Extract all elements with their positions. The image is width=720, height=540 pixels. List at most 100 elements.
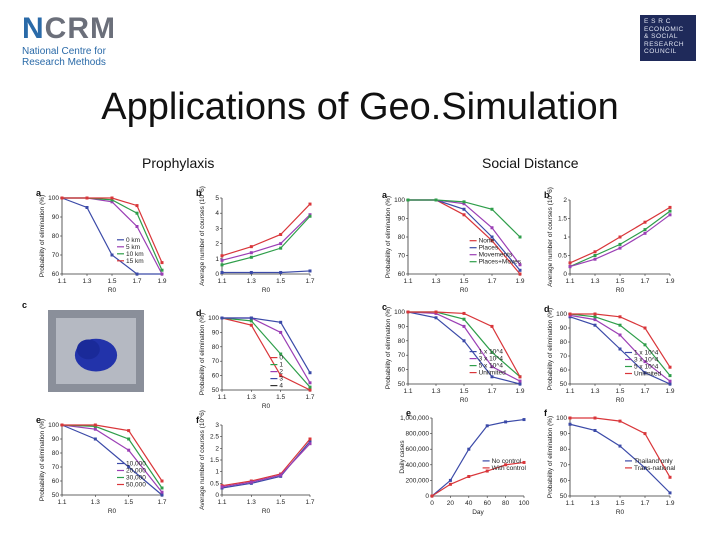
data-point [135, 211, 139, 215]
data-point [308, 388, 312, 392]
panel-letter: e [406, 408, 411, 418]
ncrm-logo-n: N [22, 12, 45, 45]
y-tick-label: 90 [560, 325, 568, 332]
data-point [249, 319, 253, 323]
x-tick-label: 80 [502, 500, 510, 507]
legend-entry: 20,000 [126, 468, 146, 475]
data-point [490, 235, 494, 239]
y-tick-label: 60 [560, 477, 568, 484]
y-axis-label: Probability of elimination (%) [199, 313, 206, 395]
data-point [490, 226, 494, 230]
x-tick-label: 1.5 [459, 278, 468, 285]
y-axis-label: Average number of courses (10^6) [199, 186, 206, 286]
data-point [593, 257, 597, 261]
data-point [462, 200, 466, 204]
data-point [618, 315, 622, 319]
data-point [160, 268, 164, 272]
series-line [221, 440, 311, 489]
y-tick-label: 50 [560, 381, 568, 388]
panel-letter: f [544, 408, 548, 418]
x-tick-label: 1.5 [276, 394, 285, 401]
data-point [308, 381, 312, 385]
data-point [518, 235, 522, 239]
y-tick-label: 100 [208, 315, 219, 322]
y-tick-label: 50 [212, 387, 220, 394]
panel-letter: d [544, 304, 550, 314]
y-tick-label: 70 [398, 352, 406, 359]
x-tick-label: 1.3 [431, 278, 440, 285]
x-tick-label: 1.7 [305, 278, 314, 285]
x-tick-label: 1.7 [640, 278, 649, 285]
y-tick-label: 3 [215, 225, 219, 232]
y-axis-label: Probability of elimination (%) [39, 195, 46, 277]
data-point [220, 270, 224, 274]
y-tick-label: 70 [560, 353, 568, 360]
data-point [308, 385, 312, 389]
panel-letter: f [196, 415, 200, 425]
series-line [408, 311, 521, 378]
y-tick-label: 60 [398, 271, 406, 278]
y-tick-label: 80 [398, 234, 406, 241]
data-point [643, 343, 647, 347]
series-line [221, 317, 311, 388]
panel-right-d: d 50 60 70 80 90 100 1.1 1.3 1.5 1.7 1.9 R0 Probabili… [544, 304, 675, 404]
legend-entry: With control [492, 465, 527, 472]
data-point [220, 258, 224, 262]
series-line [569, 210, 671, 268]
data-point [434, 198, 438, 202]
data-point [308, 437, 312, 441]
data-point [643, 432, 647, 436]
y-axis-label: Probability of elimination (%) [385, 307, 392, 389]
x-tick-label: 60 [484, 500, 492, 507]
y-tick-label: 50 [398, 381, 406, 388]
data-point [279, 232, 283, 236]
panel-right-b: b 0 0.5 1 1.5 2 1.1 1.3 1.5 1.7 1.9 R0 Average numbe… [544, 187, 675, 294]
data-point [93, 423, 97, 427]
y-axis-label: Probability of elimination (%) [39, 419, 46, 501]
data-point [448, 482, 452, 486]
data-point [220, 485, 224, 489]
series-line [221, 215, 311, 266]
y-tick-label: 60 [52, 271, 60, 278]
y-tick-label: 90 [560, 431, 568, 438]
data-point [249, 255, 253, 259]
y-tick-label: 0.5 [210, 480, 219, 487]
series-line [222, 270, 311, 274]
data-point [110, 198, 114, 202]
y-tick-label: 70 [52, 252, 60, 259]
y-tick-label: 200,000 [406, 477, 430, 484]
y-tick-label: 90 [52, 436, 60, 443]
legend-entry: Places+Moves [479, 259, 522, 266]
data-point [308, 213, 312, 217]
data-point [618, 333, 622, 337]
data-point [160, 493, 164, 497]
legend-entry: Unlimited [634, 371, 661, 378]
data-point [593, 250, 597, 254]
y-tick-label: 100 [556, 415, 567, 422]
x-axis-label: R0 [262, 287, 271, 294]
legend-entry: 15 km [126, 258, 144, 265]
data-point [490, 375, 494, 379]
data-point [518, 263, 522, 267]
data-point [618, 242, 622, 246]
data-point [249, 323, 253, 327]
y-tick-label: 2 [563, 197, 567, 204]
x-tick-label: 1.7 [132, 278, 141, 285]
x-tick-label: 1.9 [157, 278, 166, 285]
panel-left-c: c [22, 300, 144, 392]
x-tick-label: 1.7 [305, 499, 314, 506]
data-point [490, 350, 494, 354]
y-tick-label: 100 [48, 422, 59, 429]
legend-entry: 10,000 [126, 461, 146, 468]
legend-entry: 5 x 10^4 [479, 363, 504, 370]
data-point [85, 206, 89, 209]
series-line [221, 438, 311, 487]
y-tick-label: 80 [52, 450, 60, 457]
x-tick-label: 1.5 [459, 388, 468, 395]
legend-entry: 10 km [126, 251, 144, 258]
prophylaxis-label: Prophylaxis [142, 155, 215, 171]
data-point [406, 198, 410, 202]
y-axis-label: Probability of elimination (%) [385, 196, 392, 278]
data-point [406, 310, 410, 314]
y-tick-label: 70 [560, 462, 568, 469]
